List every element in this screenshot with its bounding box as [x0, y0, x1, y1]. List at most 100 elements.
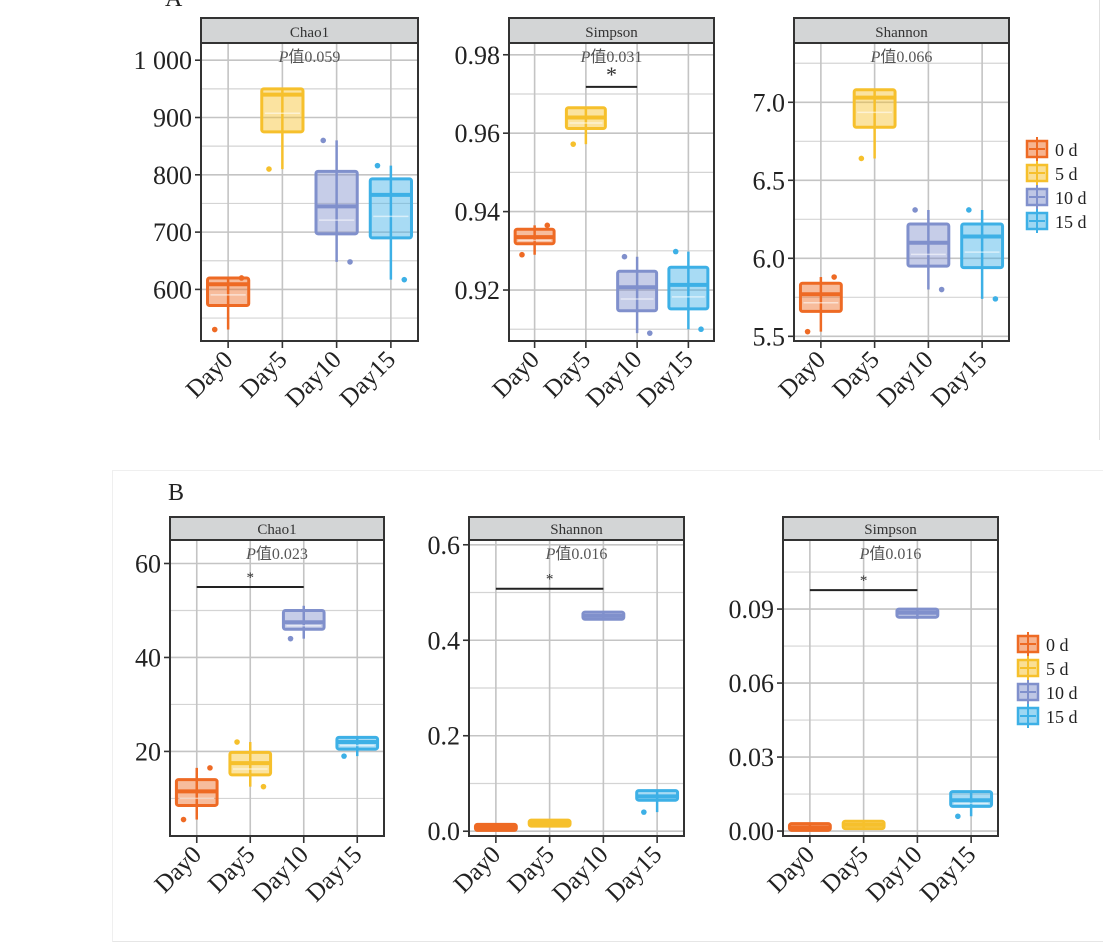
legend-label: 10 d [1055, 188, 1087, 208]
data-point [341, 753, 347, 759]
y-tick-label: 0.06 [729, 669, 775, 698]
data-point [266, 166, 272, 172]
y-tick-label: 7.0 [753, 88, 786, 117]
p-value: 0.059 [304, 49, 340, 66]
p-italic: P [859, 546, 870, 563]
p-cjk: 值 [555, 545, 571, 563]
facet-strip [468, 516, 685, 541]
x-tick-label: Day10 [861, 841, 927, 907]
p-value: 0.016 [571, 546, 607, 563]
facet-title: Shannon [875, 25, 928, 41]
x-tick-label: Day15 [301, 841, 367, 907]
y-tick-label: 0.2 [428, 722, 461, 751]
x-tick-label: Day0 [449, 841, 506, 898]
data-point [938, 286, 945, 293]
legend-item: 15 d [1016, 704, 1078, 728]
y-tick-label: 600 [153, 275, 192, 304]
facet-strip [169, 516, 385, 541]
box-body [281, 608, 326, 631]
box-body [368, 177, 413, 240]
box-day10 [895, 607, 940, 619]
p-cjk: 值 [869, 545, 885, 563]
p-value-label: P值0.016 [545, 545, 608, 563]
box-body [616, 269, 659, 313]
significance-label: * [606, 62, 617, 87]
x-tick-label: Day10 [581, 346, 647, 412]
data-point [646, 330, 653, 336]
y-tick-label: 0.0 [428, 817, 461, 846]
p-value-label: P值0.016 [859, 545, 922, 563]
y-tick-label: 6.5 [753, 166, 786, 195]
y-tick-label: 0.6 [428, 531, 461, 560]
box-day10 [616, 253, 659, 336]
legend-item: 10 d [1025, 185, 1087, 209]
box-day5 [228, 739, 273, 790]
y-tick-label: 5.5 [753, 322, 786, 351]
box-day10 [314, 137, 359, 265]
facet-strip [508, 17, 715, 44]
x-tick-label: Day15 [926, 346, 992, 412]
p-italic: P [580, 49, 591, 66]
y-tick-label: 0.98 [455, 41, 501, 70]
y-tick-label: 0.03 [729, 743, 775, 772]
x-tick-label: Day0 [487, 346, 544, 403]
panel-label-b: B [168, 480, 184, 506]
facet-title: Simpson [585, 25, 638, 41]
data-point [211, 326, 218, 333]
p-cjk: 值 [288, 48, 304, 66]
data-point [207, 765, 213, 771]
box-day10 [281, 605, 326, 642]
facet-title: Chao1 [290, 25, 329, 41]
box-day0 [798, 274, 843, 335]
x-tick-label: Day15 [335, 346, 401, 412]
y-tick-label: 0.92 [455, 276, 501, 305]
x-tick-label: Day10 [547, 841, 613, 907]
data-point [804, 328, 811, 335]
p-value-label: P值0.066 [870, 48, 933, 66]
legend-item: 5 d [1025, 161, 1078, 185]
data-point [912, 207, 918, 213]
box-day5 [841, 819, 886, 831]
box-day10 [906, 207, 951, 293]
box-day15 [949, 790, 994, 820]
box-body [852, 88, 897, 129]
data-point [320, 137, 327, 144]
x-tick-label: Day0 [763, 841, 820, 898]
box-day0 [787, 822, 832, 832]
p-value-label: P值0.023 [245, 545, 308, 563]
data-point [401, 276, 408, 283]
box-day0 [174, 765, 219, 823]
significance-label: * [860, 573, 868, 589]
panel-b-frame [112, 470, 1103, 942]
box-body [906, 222, 951, 268]
facet-title: Simpson [864, 522, 917, 538]
p-italic: P [245, 546, 256, 563]
y-tick-label: 0.09 [729, 595, 775, 624]
box-day5 [260, 87, 305, 172]
box-day5 [852, 88, 897, 162]
facet-title: Chao1 [257, 522, 296, 538]
data-point [641, 809, 647, 815]
box-day0 [473, 822, 518, 832]
y-tick-label: 40 [135, 643, 161, 672]
plot-background [170, 540, 384, 836]
p-value: 0.016 [885, 546, 921, 563]
box-body [960, 222, 1005, 270]
y-tick-label: 1 000 [134, 46, 193, 75]
legend-panel-b: 0 d 5 d 10 d 15 d [1016, 632, 1078, 728]
data-point [374, 162, 381, 169]
p-value-label: P值0.031 [580, 48, 643, 66]
facet-strip [782, 516, 999, 541]
data-point [698, 326, 704, 333]
legend-label: 10 d [1046, 683, 1078, 703]
significance-label: * [546, 572, 554, 588]
legend-label: 0 d [1055, 140, 1078, 160]
legend-label: 15 d [1046, 707, 1078, 727]
x-tick-label: Day15 [632, 346, 698, 412]
data-point [831, 274, 837, 280]
p-value: 0.023 [272, 546, 308, 563]
data-point [992, 296, 999, 302]
box-body [314, 169, 359, 236]
